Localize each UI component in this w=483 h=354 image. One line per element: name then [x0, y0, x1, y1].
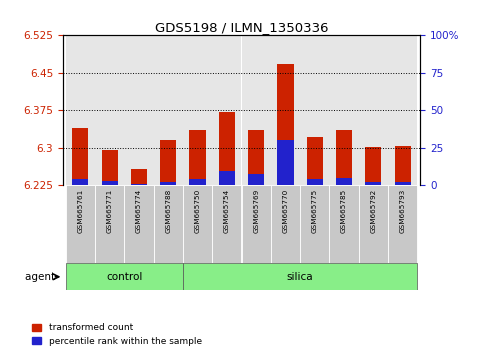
Bar [212, 35, 242, 185]
Bar [66, 185, 95, 263]
Bar [388, 35, 417, 185]
Bar [395, 182, 411, 185]
Text: GSM665774: GSM665774 [136, 189, 142, 234]
Text: control: control [106, 272, 142, 282]
Legend: transformed count, percentile rank within the sample: transformed count, percentile rank withi… [28, 320, 205, 349]
Bar [271, 185, 300, 263]
Bar [212, 185, 242, 263]
Bar [300, 185, 329, 263]
Bar [271, 35, 300, 185]
Title: GDS5198 / ILMN_1350336: GDS5198 / ILMN_1350336 [155, 21, 328, 34]
Bar [329, 35, 359, 185]
Text: GSM665792: GSM665792 [370, 189, 376, 234]
Bar [336, 178, 352, 185]
Bar [183, 263, 417, 290]
Bar [101, 150, 118, 185]
Bar [189, 130, 206, 185]
Bar [160, 182, 176, 185]
Text: GSM665754: GSM665754 [224, 189, 230, 234]
Bar [124, 185, 154, 263]
Bar [72, 179, 88, 185]
Bar [219, 171, 235, 185]
Bar [307, 179, 323, 185]
Bar [219, 112, 235, 185]
Bar [336, 130, 352, 185]
Bar [242, 185, 271, 263]
Text: GSM665771: GSM665771 [107, 189, 113, 234]
Bar [329, 185, 359, 263]
Text: GSM665793: GSM665793 [399, 189, 406, 234]
Bar [277, 140, 294, 185]
Bar [154, 185, 183, 263]
Bar [72, 128, 88, 185]
Text: GSM665769: GSM665769 [253, 189, 259, 234]
Bar [300, 35, 329, 185]
Bar [95, 185, 124, 263]
Bar [183, 185, 212, 263]
Text: GSM665770: GSM665770 [283, 189, 288, 234]
Bar [183, 35, 212, 185]
Bar [95, 35, 124, 185]
Bar [395, 146, 411, 185]
Text: silica: silica [287, 272, 313, 282]
Bar [242, 35, 271, 185]
Text: GSM665761: GSM665761 [77, 189, 84, 234]
Text: GSM665775: GSM665775 [312, 189, 318, 234]
Text: agent: agent [25, 272, 58, 282]
Bar [359, 35, 388, 185]
Bar [189, 179, 206, 185]
Text: GSM665785: GSM665785 [341, 189, 347, 234]
Bar [365, 182, 382, 185]
Bar [154, 35, 183, 185]
Bar [277, 64, 294, 185]
Text: GSM665788: GSM665788 [165, 189, 171, 234]
Bar [365, 147, 382, 185]
Text: GSM665750: GSM665750 [195, 189, 200, 234]
Bar [124, 35, 154, 185]
Bar [66, 263, 183, 290]
Bar [131, 169, 147, 185]
Bar [131, 184, 147, 185]
Bar [101, 181, 118, 185]
Bar [248, 174, 264, 185]
Bar [359, 185, 388, 263]
Bar [160, 140, 176, 185]
Bar [66, 35, 95, 185]
Bar [248, 130, 264, 185]
Bar [307, 137, 323, 185]
Bar [388, 185, 417, 263]
